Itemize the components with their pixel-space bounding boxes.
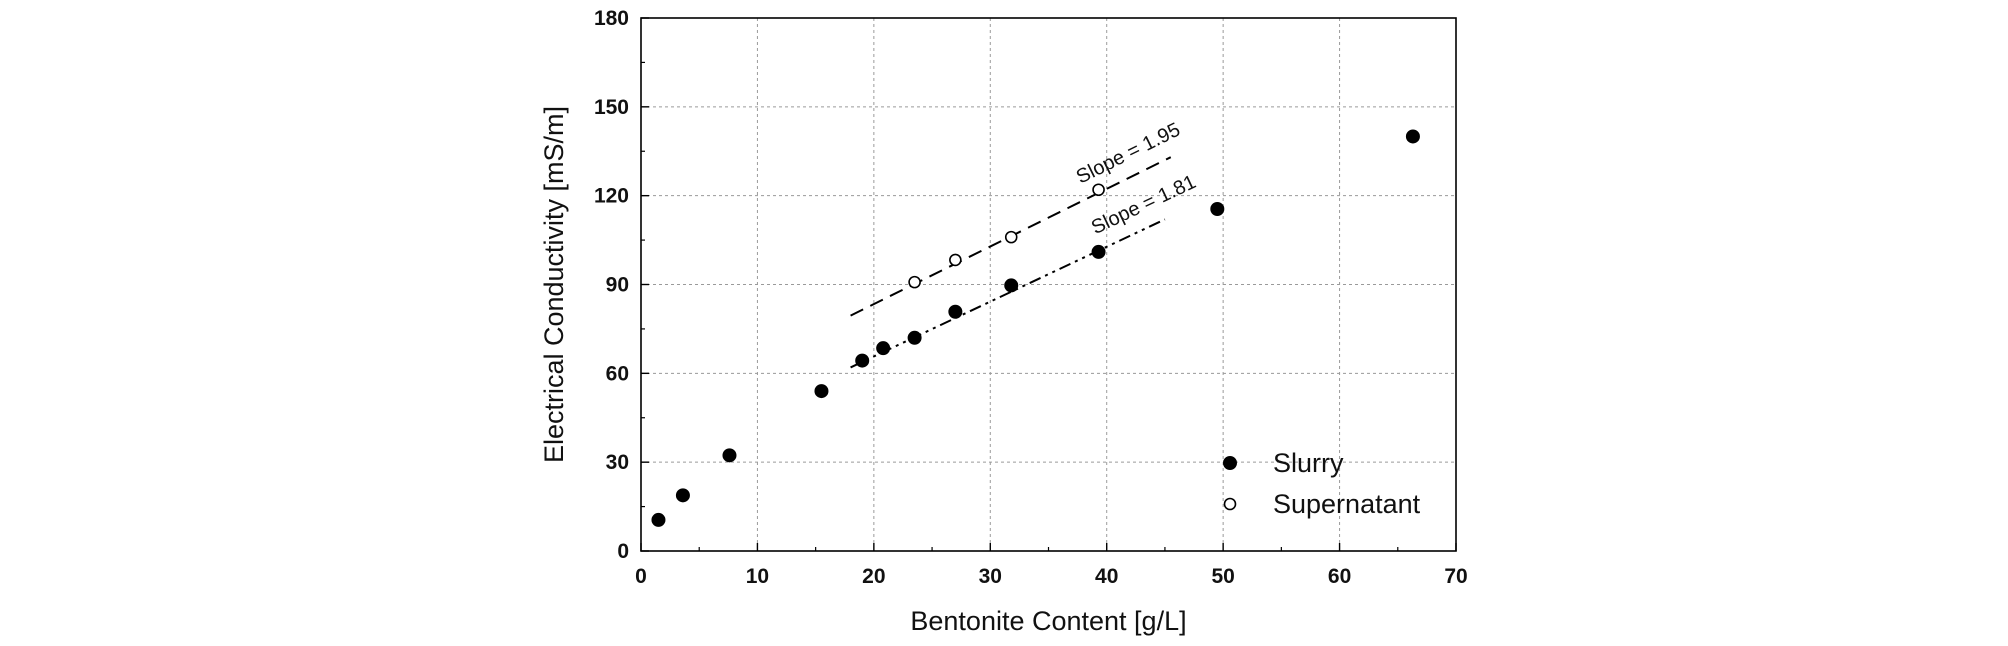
y-tick-label: 0: [617, 540, 629, 563]
x-axis-title: Bentonite Content [g/L]: [910, 606, 1186, 636]
x-tick-label: 20: [862, 565, 885, 588]
legend-label-slurry: Slurry: [1273, 448, 1344, 478]
x-tick-label: 50: [1211, 565, 1234, 588]
x-tick-label: 30: [979, 565, 1002, 588]
y-tick-labels: 0 30 60 90 120 150 180: [594, 7, 629, 563]
x-tick-label: 10: [746, 565, 769, 588]
slurry-point: [1091, 244, 1106, 259]
fit-line-slurry: [850, 218, 1166, 369]
supernatant-point: [1004, 230, 1018, 244]
supernatant-point: [949, 253, 962, 267]
x-tick-label: 60: [1328, 565, 1351, 588]
y-tick-label: 30: [606, 451, 629, 474]
slurry-point: [907, 330, 922, 345]
y-tick-label: 150: [594, 96, 629, 119]
legend-marker-slurry: [1223, 456, 1237, 470]
x-tick-label: 40: [1095, 565, 1118, 588]
slurry-point: [651, 512, 666, 527]
slurry-point: [948, 304, 963, 319]
slurry-point: [722, 448, 737, 463]
slurry-point: [675, 488, 690, 503]
legend: Slurry Supernatant: [1223, 448, 1421, 519]
slurry-point: [1210, 201, 1225, 216]
fit-lines: [850, 156, 1172, 369]
slurry-point: [1405, 129, 1420, 144]
y-tick-label: 180: [594, 7, 629, 30]
slurry-point: [1004, 278, 1019, 293]
legend-label-supernatant: Supernatant: [1273, 489, 1421, 519]
data-points: [651, 129, 1420, 527]
x-tick-label: 0: [635, 565, 647, 588]
slurry-point: [814, 384, 829, 399]
slurry-point: [855, 353, 870, 368]
y-tick-label: 90: [606, 274, 629, 297]
legend-marker-supernatant: [1223, 497, 1237, 511]
y-axis-title: Electrical Conductivity [mS/m]: [539, 106, 569, 463]
supernatant-point: [908, 275, 921, 289]
y-tick-label: 60: [606, 362, 629, 385]
x-tick-label: 70: [1444, 565, 1467, 588]
y-tick-label: 120: [594, 185, 629, 208]
plot-frame: [640, 17, 1457, 552]
slurry-point: [876, 341, 891, 356]
supernatant-point: [1092, 183, 1105, 197]
x-tick-labels: 0 10 20 30 40 50 60 70: [635, 565, 1468, 588]
